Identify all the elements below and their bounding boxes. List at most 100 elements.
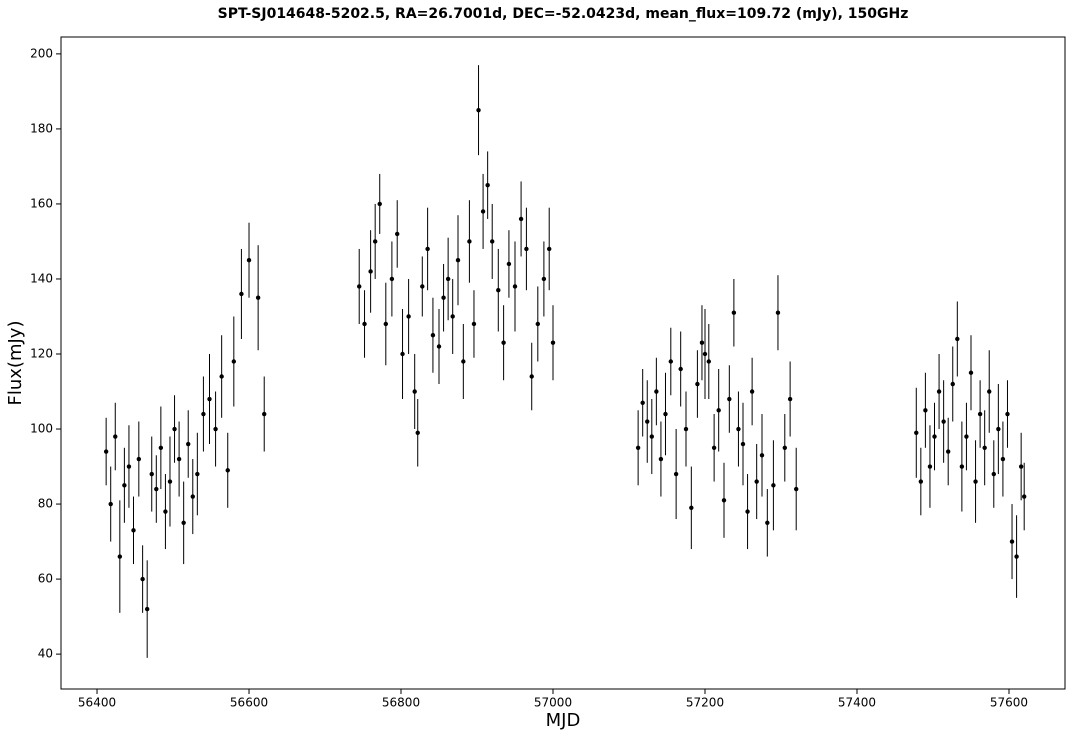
data-point <box>476 107 481 113</box>
data-point <box>181 520 186 526</box>
data-point <box>225 468 230 473</box>
y-tick-label: 140 <box>30 271 53 285</box>
x-tick-label: 57200 <box>686 696 724 710</box>
data-point <box>122 483 127 488</box>
data-point <box>219 374 224 379</box>
data-point <box>450 314 455 319</box>
data-point <box>190 494 195 499</box>
data-point <box>496 288 501 293</box>
data-point <box>654 389 659 394</box>
data-point <box>754 479 759 484</box>
data-point <box>436 344 442 349</box>
data-point <box>471 321 477 327</box>
data-point <box>154 486 159 492</box>
data-point <box>668 359 674 364</box>
data-point <box>782 445 787 450</box>
data-point <box>689 505 694 511</box>
data-point <box>149 471 154 477</box>
data-point <box>372 239 378 244</box>
data-point <box>103 449 109 454</box>
data-point <box>529 374 534 379</box>
data-point <box>518 216 524 222</box>
data-point <box>955 336 960 342</box>
data-point <box>991 471 996 477</box>
x-tick-label: 57400 <box>838 696 876 710</box>
data-point <box>415 430 420 435</box>
data-point <box>412 389 417 394</box>
data-point <box>977 411 983 417</box>
data-point <box>1018 464 1024 469</box>
data-point <box>362 321 367 327</box>
data-point <box>1000 456 1006 462</box>
data-point <box>547 246 552 252</box>
data-point <box>793 486 799 492</box>
data-point <box>1009 539 1015 544</box>
x-tick-label: 56800 <box>382 696 420 710</box>
data-point <box>420 284 425 289</box>
data-point <box>131 528 136 533</box>
data-point <box>749 389 755 394</box>
data-point <box>400 351 405 357</box>
data-point <box>640 400 645 405</box>
data-point <box>377 201 382 207</box>
data-point <box>1014 554 1019 559</box>
data-point <box>117 554 123 559</box>
y-tick-label: 80 <box>38 497 53 511</box>
data-point <box>490 239 495 244</box>
data-point <box>936 389 942 394</box>
x-axis-label: MJD <box>546 710 581 731</box>
data-point <box>731 310 737 315</box>
data-point <box>959 464 965 469</box>
data-point <box>167 479 173 484</box>
y-tick-label: 120 <box>30 346 53 360</box>
data-point <box>932 434 937 439</box>
data-point <box>678 366 683 372</box>
data-point <box>759 453 765 458</box>
data-point <box>695 381 700 387</box>
data-point <box>144 606 150 612</box>
data-point <box>239 291 244 297</box>
data-point <box>736 426 741 432</box>
y-tick-label: 160 <box>30 196 53 210</box>
data-point <box>425 246 430 252</box>
data-point <box>108 501 113 507</box>
data-point <box>721 498 727 503</box>
data-point <box>389 276 395 282</box>
data-point <box>771 483 776 488</box>
data-point <box>683 426 689 432</box>
data-point <box>716 408 721 413</box>
data-point <box>176 456 182 462</box>
data-point <box>745 509 750 514</box>
x-tick-label: 56600 <box>230 696 268 710</box>
data-point <box>136 456 142 462</box>
data-point <box>383 321 389 327</box>
data-point <box>941 419 946 424</box>
data-point <box>126 464 132 469</box>
data-point <box>649 434 655 439</box>
data-point <box>973 479 978 484</box>
data-point <box>541 276 547 282</box>
data-point <box>113 434 118 439</box>
data-point <box>740 441 746 447</box>
y-tick-label: 100 <box>30 422 53 436</box>
data-point <box>207 396 212 402</box>
data-point <box>467 239 472 244</box>
data-point <box>455 258 461 263</box>
y-tick-label: 200 <box>30 46 53 60</box>
data-point <box>711 445 717 450</box>
data-point <box>635 445 641 450</box>
data-point <box>535 321 541 327</box>
y-tick-label: 40 <box>38 647 53 661</box>
data-point <box>775 310 781 315</box>
data-point <box>512 284 518 289</box>
data-point <box>968 370 974 375</box>
data-point <box>950 381 955 387</box>
data-point <box>927 464 933 469</box>
data-point <box>506 261 512 267</box>
data-point <box>461 359 466 364</box>
data-point <box>1005 411 1010 417</box>
data-point <box>445 276 451 282</box>
data-point <box>727 396 732 402</box>
data-point <box>945 449 951 454</box>
data-point <box>140 576 145 582</box>
